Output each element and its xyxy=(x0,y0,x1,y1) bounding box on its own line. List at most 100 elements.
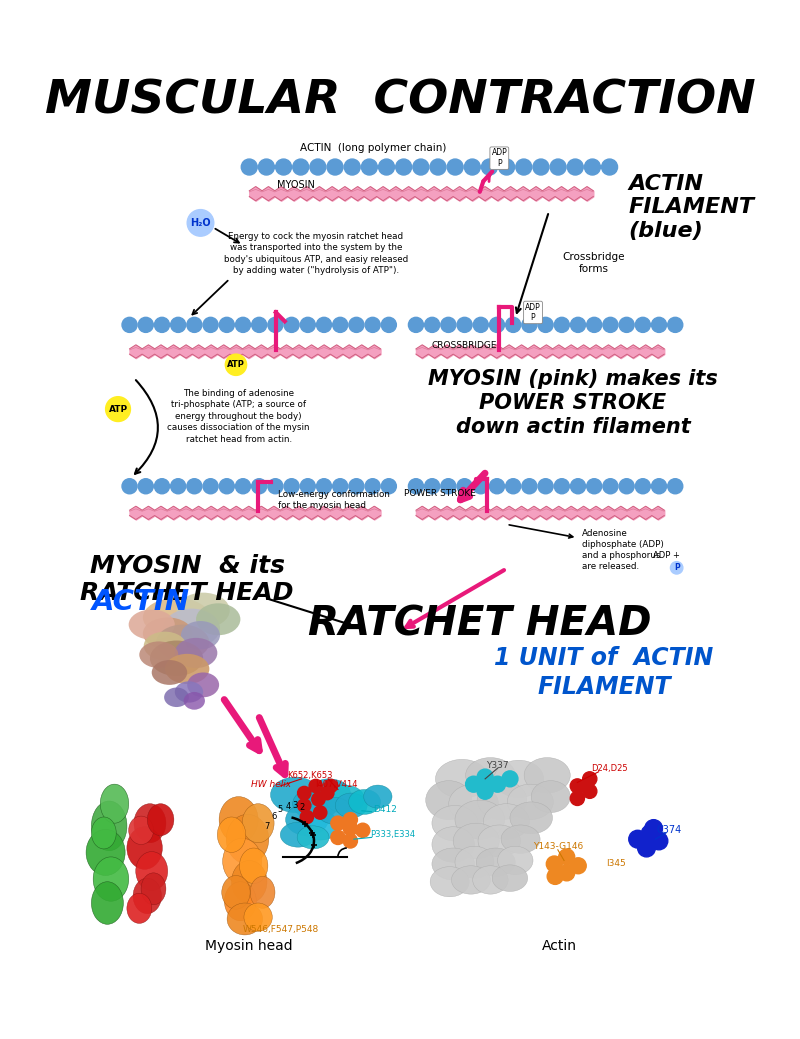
Text: The binding of adenosine
tri-phosphate (ATP; a source of
energy throughout the b: The binding of adenosine tri-phosphate (… xyxy=(167,389,310,444)
Ellipse shape xyxy=(242,804,274,843)
Ellipse shape xyxy=(150,640,203,676)
Circle shape xyxy=(268,479,283,494)
Circle shape xyxy=(226,354,246,375)
Circle shape xyxy=(300,479,315,494)
Circle shape xyxy=(441,479,456,494)
Ellipse shape xyxy=(301,811,340,841)
Circle shape xyxy=(138,317,154,332)
Circle shape xyxy=(482,159,498,175)
Circle shape xyxy=(558,864,574,881)
Circle shape xyxy=(187,210,214,236)
Circle shape xyxy=(477,769,493,785)
Circle shape xyxy=(378,159,394,175)
Circle shape xyxy=(490,317,505,332)
Ellipse shape xyxy=(91,801,127,851)
Circle shape xyxy=(219,479,234,494)
Circle shape xyxy=(343,812,358,827)
Circle shape xyxy=(641,825,659,843)
Circle shape xyxy=(474,479,488,494)
Ellipse shape xyxy=(455,800,505,840)
Ellipse shape xyxy=(164,688,189,708)
Text: I407,V414: I407,V414 xyxy=(315,779,358,789)
Ellipse shape xyxy=(477,780,527,820)
Circle shape xyxy=(154,479,170,494)
Circle shape xyxy=(362,159,378,175)
Ellipse shape xyxy=(478,825,521,857)
Circle shape xyxy=(413,159,429,175)
Circle shape xyxy=(538,317,553,332)
Ellipse shape xyxy=(174,682,203,702)
Ellipse shape xyxy=(133,878,162,913)
Circle shape xyxy=(570,317,586,332)
Circle shape xyxy=(635,317,650,332)
Ellipse shape xyxy=(184,692,205,710)
Circle shape xyxy=(522,317,537,332)
Ellipse shape xyxy=(134,804,166,843)
Text: ACTIN
FILAMENT
(blue): ACTIN FILAMENT (blue) xyxy=(629,175,754,240)
Ellipse shape xyxy=(139,641,178,668)
Circle shape xyxy=(550,159,566,175)
Circle shape xyxy=(533,159,549,175)
Text: HW helix: HW helix xyxy=(251,779,291,789)
Circle shape xyxy=(670,562,683,574)
Ellipse shape xyxy=(483,804,530,840)
Ellipse shape xyxy=(144,632,186,660)
Circle shape xyxy=(586,317,602,332)
Circle shape xyxy=(629,830,646,848)
Circle shape xyxy=(365,317,380,332)
Circle shape xyxy=(284,317,299,332)
Ellipse shape xyxy=(451,865,490,895)
Circle shape xyxy=(382,479,396,494)
Ellipse shape xyxy=(177,592,230,629)
Circle shape xyxy=(321,787,334,800)
Circle shape xyxy=(585,159,600,175)
Circle shape xyxy=(570,792,585,805)
Ellipse shape xyxy=(364,785,392,808)
Circle shape xyxy=(275,159,291,175)
Circle shape xyxy=(343,822,358,835)
Circle shape xyxy=(457,479,472,494)
Circle shape xyxy=(349,317,364,332)
Circle shape xyxy=(298,787,311,800)
Circle shape xyxy=(106,397,130,422)
Circle shape xyxy=(324,779,338,793)
Text: 2: 2 xyxy=(300,803,305,811)
Text: D24,D25: D24,D25 xyxy=(591,764,627,773)
Ellipse shape xyxy=(531,780,570,812)
Circle shape xyxy=(651,479,666,494)
Text: Crossbridge
forms: Crossbridge forms xyxy=(562,251,625,274)
Circle shape xyxy=(651,317,666,332)
Ellipse shape xyxy=(455,846,494,878)
Circle shape xyxy=(317,479,331,494)
Circle shape xyxy=(219,317,234,332)
Ellipse shape xyxy=(426,780,472,820)
Text: MYOSIN  & its
RATCHET HEAD: MYOSIN & its RATCHET HEAD xyxy=(81,554,294,606)
Ellipse shape xyxy=(432,827,474,862)
Text: CROSSBRIDGE: CROSSBRIDGE xyxy=(431,341,497,350)
Text: ACTIN: ACTIN xyxy=(91,588,190,616)
Text: RATCHET HEAD: RATCHET HEAD xyxy=(308,605,651,644)
Circle shape xyxy=(466,776,482,792)
Circle shape xyxy=(498,159,514,175)
Text: Y337: Y337 xyxy=(486,761,509,770)
Circle shape xyxy=(327,159,343,175)
Text: 3: 3 xyxy=(293,801,298,810)
Circle shape xyxy=(538,479,553,494)
Circle shape xyxy=(619,317,634,332)
Ellipse shape xyxy=(187,672,219,697)
Text: ACTIN  (long polymer chain): ACTIN (long polymer chain) xyxy=(300,142,446,153)
Text: ATP: ATP xyxy=(109,404,127,414)
Ellipse shape xyxy=(435,760,489,798)
Ellipse shape xyxy=(501,825,540,853)
Ellipse shape xyxy=(127,827,162,870)
Ellipse shape xyxy=(293,788,339,820)
Ellipse shape xyxy=(492,864,528,891)
Circle shape xyxy=(546,856,562,872)
Text: Adenosine
diphosphate (ADP)
and a phosphorus
are released.: Adenosine diphosphate (ADP) and a phosph… xyxy=(582,529,664,571)
Ellipse shape xyxy=(143,617,193,649)
Circle shape xyxy=(268,317,283,332)
Ellipse shape xyxy=(239,848,268,883)
Text: MYOSIN: MYOSIN xyxy=(278,180,315,190)
Ellipse shape xyxy=(286,804,328,835)
Circle shape xyxy=(203,479,218,494)
